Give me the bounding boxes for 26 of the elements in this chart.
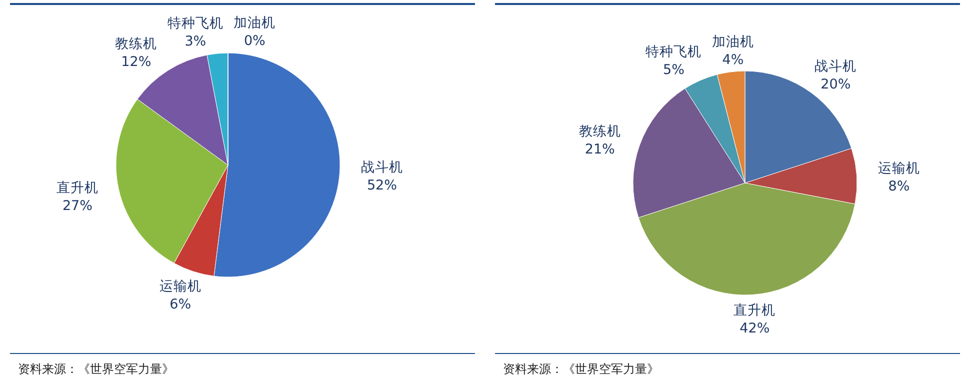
text: 资料来源：《世界空军力量》 (18, 362, 174, 376)
text: 0% (244, 33, 266, 49)
slice-label: 特种飞机 (167, 16, 224, 32)
slice-label: 战斗机 (814, 58, 857, 75)
data-label: 4% (722, 52, 744, 68)
data-label: 42% (740, 320, 770, 337)
data-label: 3% (184, 34, 206, 50)
slice-label: 教练机 (115, 36, 158, 52)
data-label: 8% (888, 178, 910, 195)
slice-label: 直升机 (734, 302, 776, 319)
data-label: 27% (62, 198, 93, 214)
data-label: 5% (663, 62, 685, 78)
data-label: 6% (170, 296, 192, 312)
slice-label: 运输机 (878, 160, 920, 177)
data-label: 52% (366, 177, 398, 194)
category-label: 加油机 (234, 15, 276, 31)
slice-label: 教练机 (578, 124, 621, 140)
slice-label: 加油机 (712, 34, 754, 50)
slice-label: 特种飞机 (646, 44, 702, 60)
slice-label: 战斗机 (360, 159, 403, 176)
slice-label: 运输机 (159, 278, 202, 294)
text: 资料来源：《世界空军力量》 (503, 362, 659, 376)
data-label: 12% (121, 54, 152, 70)
data-label: 20% (820, 76, 851, 93)
slice-label: 直升机 (56, 180, 98, 196)
data-label: 21% (584, 142, 616, 158)
